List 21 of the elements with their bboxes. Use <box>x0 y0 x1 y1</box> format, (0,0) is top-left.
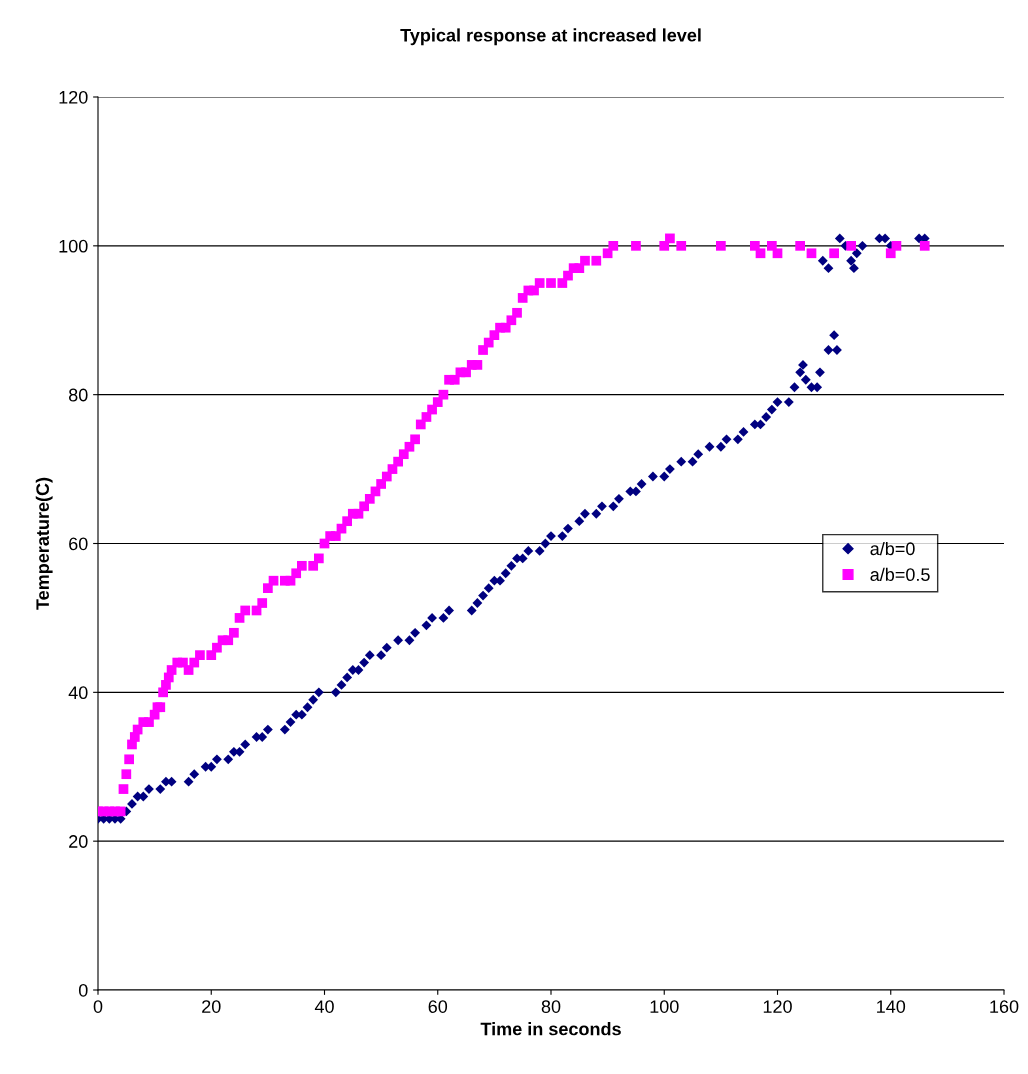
x-tick-label: 120 <box>763 1000 792 1013</box>
y-tick-label: 20 <box>69 835 88 848</box>
x-axis-title: Time in seconds <box>480 1022 621 1036</box>
y-tick-label: 100 <box>59 239 88 253</box>
x-tick-label: 100 <box>650 1000 679 1013</box>
x-tick-label: 0 <box>93 1000 103 1013</box>
x-tick-label: 40 <box>314 1000 334 1013</box>
legend-label: a/b=0 <box>870 541 915 556</box>
y-tick-label: 60 <box>69 537 88 551</box>
x-tick-label: 140 <box>877 1000 906 1013</box>
chart-title: Typical response at increased level <box>400 28 701 46</box>
x-tick-label: 20 <box>202 1000 221 1013</box>
x-tick-label: 60 <box>428 1000 448 1013</box>
legend-label: a/b=0.5 <box>870 567 930 582</box>
x-tick-label: 80 <box>541 1000 561 1013</box>
y-tick-label: 40 <box>68 686 88 700</box>
y-tick-label: 0 <box>78 983 88 997</box>
y-tick-label: 80 <box>68 388 88 402</box>
x-tick-label: 160 <box>990 1000 1019 1013</box>
y-axis-title: Temperature(C) <box>35 477 53 610</box>
y-tick-label: 120 <box>59 90 88 104</box>
